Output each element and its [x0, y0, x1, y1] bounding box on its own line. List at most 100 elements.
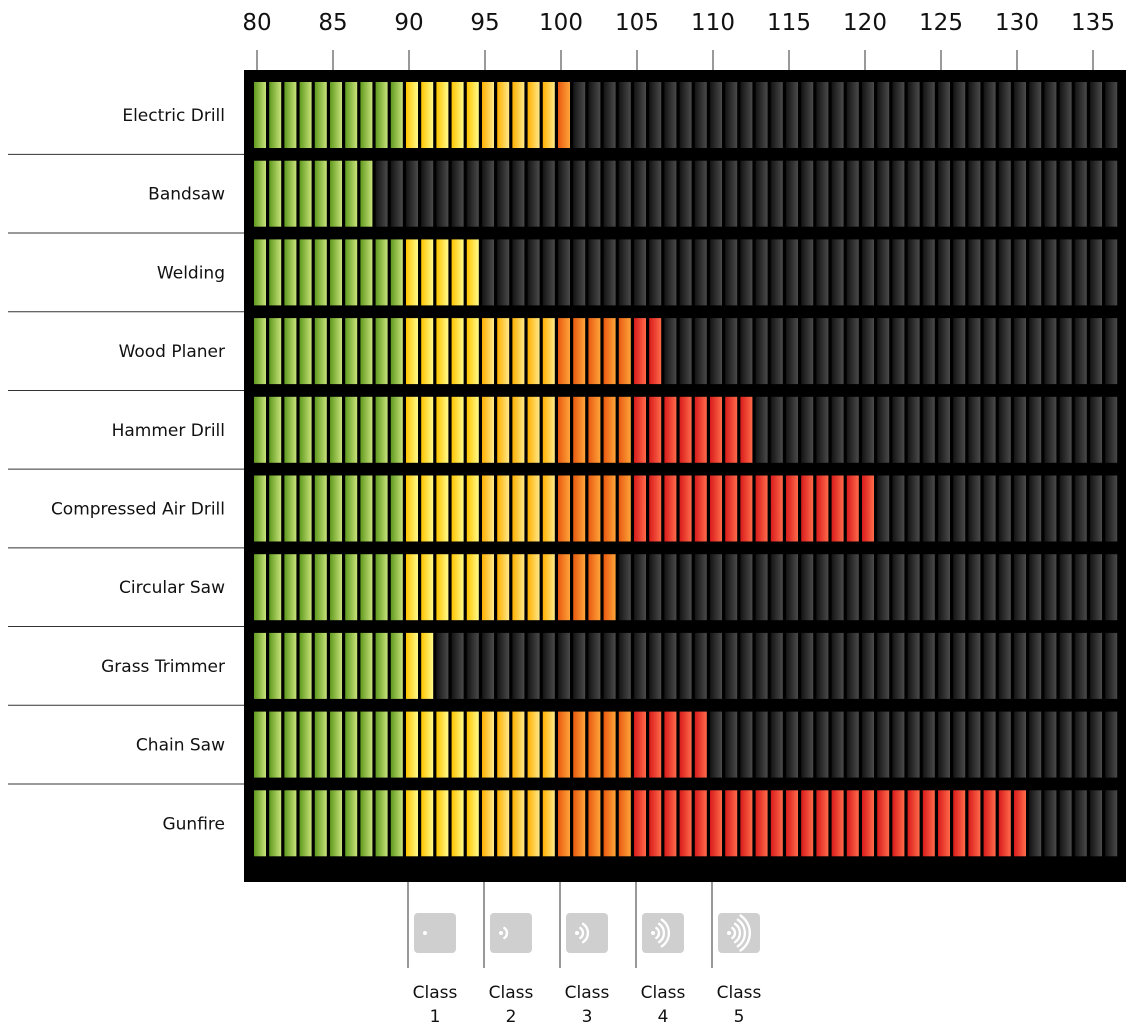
sound-waves-icon-0 [414, 913, 456, 953]
bar-segment-unlit [953, 711, 966, 778]
bar-segment-unlit [998, 82, 1011, 148]
bar-segment-unlit [542, 239, 555, 306]
bar-segment-lit [360, 790, 373, 857]
bar-segment-lit [375, 554, 388, 621]
bar-segment-unlit [786, 318, 798, 385]
bar-row [254, 239, 1118, 306]
bar-segment-lit [390, 554, 403, 621]
bar-segment-unlit [710, 554, 722, 621]
class-number: 3 [582, 1007, 593, 1027]
bar-segment-unlit [892, 239, 905, 306]
sound-waves-icon-3 [642, 913, 684, 953]
bar-segment-lit [831, 475, 844, 542]
bar-segment-unlit [877, 396, 890, 463]
bar-segment-unlit [770, 318, 783, 385]
class-label: Class [413, 983, 458, 1003]
bar-segment-unlit [1059, 790, 1072, 857]
bar-segment-lit [436, 711, 449, 778]
bar-segment-lit [375, 318, 388, 385]
bar-segment-lit [770, 475, 783, 542]
bar-segment-unlit [862, 632, 874, 699]
bar-segment-unlit [1029, 396, 1042, 463]
bar-segment-unlit [558, 239, 570, 306]
bar-segment-lit [314, 711, 327, 778]
bar-segment-unlit [907, 711, 920, 778]
bar-segment-lit [588, 318, 601, 385]
bar-segment-unlit [1014, 475, 1026, 542]
bar-segment-unlit [755, 632, 768, 699]
bar-segment-lit [482, 711, 494, 778]
bar-segment-unlit [801, 554, 814, 621]
bar-segment-lit [649, 790, 662, 857]
bar-segment-unlit [1044, 632, 1057, 699]
bar-segment-lit [345, 318, 358, 385]
bar-segment-lit [284, 160, 297, 227]
bar-segment-unlit [846, 632, 859, 699]
bar-segment-lit [436, 318, 449, 385]
bar-segment-unlit [1105, 318, 1118, 385]
bar-segment-unlit [558, 632, 570, 699]
bar-segment-lit [466, 475, 479, 542]
bar-segment-lit [740, 396, 753, 463]
bar-segment-lit [375, 790, 388, 857]
bar-segment-lit [330, 554, 342, 621]
bar-segment-unlit [1090, 554, 1102, 621]
bar-segment-unlit [1029, 554, 1042, 621]
bar-segment-unlit [466, 160, 479, 227]
bar-segment-lit [466, 82, 479, 148]
row-label: Electric Drill [122, 106, 225, 126]
bar-segment-lit [679, 790, 692, 857]
bar-segment-unlit [877, 475, 890, 542]
bar-segment-unlit [983, 475, 996, 542]
bar-segment-unlit [573, 239, 586, 306]
bar-segment-unlit [770, 711, 783, 778]
bar-segment-unlit [938, 554, 950, 621]
bar-segment-lit [406, 396, 418, 463]
bar-segment-lit [512, 82, 525, 148]
bar-segment-unlit [1059, 239, 1072, 306]
bar-segment-unlit [634, 239, 646, 306]
bar-segment-unlit [1105, 790, 1118, 857]
bar-segment-unlit [968, 239, 981, 306]
bar-segment-lit [360, 82, 373, 148]
bar-segment-unlit [1074, 554, 1087, 621]
bar-segment-lit [542, 475, 555, 542]
bar-segment-unlit [922, 239, 935, 306]
bar-segment-lit [330, 318, 342, 385]
bar-segment-unlit [618, 554, 631, 621]
bar-segment-unlit [1014, 82, 1026, 148]
bar-segment-lit [649, 711, 662, 778]
bar-segment-unlit [740, 711, 753, 778]
bar-segment-lit [330, 790, 342, 857]
x-tick-label: 105 [615, 10, 659, 36]
bar-segment-lit [299, 790, 312, 857]
bar-segment-lit [573, 790, 586, 857]
bar-segment-unlit [877, 318, 890, 385]
bar-segment-unlit [679, 318, 692, 385]
bar-segment-unlit [953, 160, 966, 227]
bar-segment-unlit [938, 475, 950, 542]
bar-segment-lit [618, 318, 631, 385]
bar-segment-unlit [983, 239, 996, 306]
bar-segment-unlit [938, 318, 950, 385]
bar-segment-unlit [816, 632, 829, 699]
bar-segment-lit [862, 475, 874, 542]
bar-segment-unlit [1029, 711, 1042, 778]
bar-segment-unlit [846, 318, 859, 385]
bar-segment-unlit [603, 632, 616, 699]
bar-segment-unlit [1074, 475, 1087, 542]
bar-segment-lit [466, 711, 479, 778]
bar-segment-unlit [1059, 554, 1072, 621]
bar-segment-lit [299, 396, 312, 463]
bar-segment-lit [406, 475, 418, 542]
bar-segment-lit [512, 475, 525, 542]
bar-segment-unlit [1029, 160, 1042, 227]
bar-segment-unlit [497, 632, 510, 699]
bar-segment-lit [314, 82, 327, 148]
bar-segment-unlit [1090, 475, 1102, 542]
bar-segment-lit [360, 318, 373, 385]
bar-segment-lit [254, 475, 266, 542]
bar-segment-lit [299, 554, 312, 621]
bar-row [254, 711, 1118, 778]
bar-segment-unlit [922, 318, 935, 385]
